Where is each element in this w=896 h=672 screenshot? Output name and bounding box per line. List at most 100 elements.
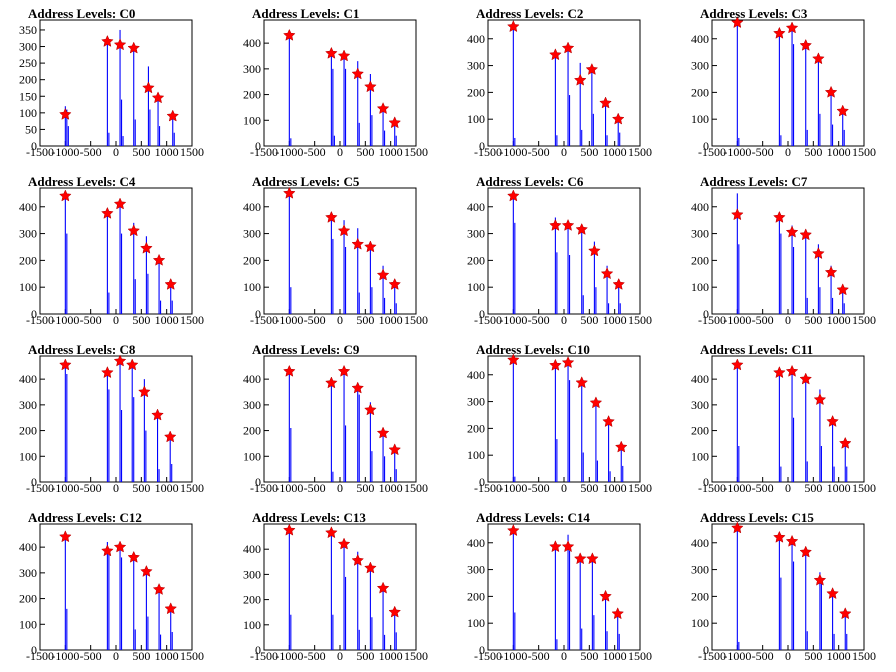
peak-star-marker xyxy=(151,408,164,421)
chart-panel-7: 0 100 200 300 400 -1500 -1000 -500 0 500 1000 1500 A… xyxy=(672,168,896,336)
peak-star-marker xyxy=(507,20,520,33)
plot-frame xyxy=(39,19,193,147)
peak-star-marker xyxy=(785,225,799,238)
y-tick-label: 300 xyxy=(691,227,709,241)
x-tick-label: -1500 xyxy=(474,481,502,495)
y-tick-label: 150 xyxy=(19,89,37,103)
x-tick-label: 1500 xyxy=(852,649,876,663)
peak-star-marker xyxy=(376,102,390,115)
peak-star-marker xyxy=(812,52,825,65)
peak-star-marker xyxy=(799,228,813,241)
y-tick-label: 400 xyxy=(243,542,261,556)
peak-star-marker xyxy=(388,277,402,290)
x-tick-label: 1000 xyxy=(379,313,403,327)
chart-plot-2: 0 100 200 300 400 -1500-1000 -500 0 500 1000 1500 xyxy=(467,19,652,159)
chart-panel-6: 0 100 200 300 400 -1500 -1000 -500 0 500 1000 1500 A… xyxy=(448,168,672,336)
peak-star-marker xyxy=(101,366,114,379)
y-tick-label: 200 xyxy=(467,85,485,99)
peak-star-marker xyxy=(337,537,351,550)
x-tick-label: -500 xyxy=(752,649,774,663)
x-tick-label: 0 xyxy=(337,649,343,663)
chart-panel-0: 0 50 100 150 200 250 300 350 -1500 -1000 -500 0 500 1… xyxy=(0,0,224,168)
x-tick-label: 500 xyxy=(804,145,822,159)
x-tick-label: 500 xyxy=(132,649,150,663)
y-tick-label: 100 xyxy=(243,618,261,632)
peak-star-marker xyxy=(785,364,799,377)
chart-panel-14: 0 100 200 300 400 -1500 -1000 -500 0 500 1000 1500 A… xyxy=(448,504,672,672)
y-tick-label: 200 xyxy=(19,424,37,438)
chart-plot-3: 0 100 200 300 400 -1500-1000 -500 0 500 1000 1500 xyxy=(691,16,876,159)
y-tick-label: 100 xyxy=(243,113,261,127)
x-tick-label: 500 xyxy=(356,145,374,159)
x-tick-label: 1000 xyxy=(603,481,627,495)
y-tick-label: 200 xyxy=(467,421,485,435)
peak-star-marker xyxy=(599,589,612,602)
x-tick-label: 0 xyxy=(561,145,567,159)
y-tick-label: 400 xyxy=(19,372,37,386)
peak-star-marker xyxy=(838,607,852,620)
y-tick-label: 400 xyxy=(243,36,261,50)
chart-plot-14: 0 100 200 300 400 -1500-1000 -500 0 500 1000 1500 xyxy=(467,523,652,663)
x-tick-label: -1000 xyxy=(51,649,79,663)
peak-star-marker xyxy=(773,26,786,39)
x-tick-label: 500 xyxy=(356,481,374,495)
chart-plot-4: 0 100 200 300 400 -1500-1000 -500 0 500 1000 1500 xyxy=(19,187,204,327)
peak-star-marker xyxy=(113,540,127,553)
x-tick-label: 0 xyxy=(785,145,791,159)
y-tick-label: 200 xyxy=(691,253,709,267)
x-tick-label: -1000 xyxy=(275,145,303,159)
peak-star-marker xyxy=(599,96,612,109)
peak-star-marker xyxy=(127,550,141,563)
peak-star-marker xyxy=(59,107,72,120)
peak-star-marker xyxy=(337,224,351,237)
y-tick-label: 400 xyxy=(691,32,709,46)
x-tick-label: -1000 xyxy=(499,313,527,327)
chart-panel-10: 0 100 200 300 400 -1500 -1000 -500 0 500 1000 1500 A… xyxy=(448,336,672,504)
y-tick-label: 100 xyxy=(19,617,37,631)
peak-star-marker xyxy=(507,524,520,537)
chart-plot-8: 0 100 200 300 400 -1500-1000 -500 0 500 1000 1500 xyxy=(19,354,204,495)
peak-star-marker xyxy=(59,189,72,202)
y-tick-label: 300 xyxy=(243,62,261,76)
x-tick-label: -1500 xyxy=(26,649,54,663)
chart-title: Address Levels: C7 xyxy=(700,174,808,189)
x-tick-label: -1500 xyxy=(250,481,278,495)
y-tick-label: 0 xyxy=(703,139,709,153)
plot-frame xyxy=(39,187,193,315)
y-tick-label: 0 xyxy=(479,475,485,489)
y-tick-label: 300 xyxy=(243,567,261,581)
x-tick-label: 500 xyxy=(804,481,822,495)
y-tick-label: 0 xyxy=(31,139,37,153)
chart-title: Address Levels: C14 xyxy=(476,510,590,525)
x-tick-label: -1500 xyxy=(26,481,54,495)
y-tick-label: 0 xyxy=(31,307,37,321)
peak-star-marker xyxy=(813,393,827,406)
chart-panel-13: 0 100 200 300 400 -1500 -1000 -500 0 500 1000 1500 A… xyxy=(224,504,448,672)
peak-star-marker xyxy=(507,189,520,202)
peak-star-marker xyxy=(611,607,624,620)
peak-star-marker xyxy=(325,46,338,59)
plot-frame xyxy=(39,523,193,651)
x-tick-label: -1500 xyxy=(698,481,726,495)
y-tick-label: 400 xyxy=(243,200,261,214)
chart-panel-15: 0 100 200 300 400 -1500 -1000 -500 0 500 1000 1500 A… xyxy=(672,504,896,672)
chart-panel-1: 0 100 200 300 400 -1500 -1000 -500 0 500 1000 1500 A… xyxy=(224,0,448,168)
peak-star-marker xyxy=(785,534,799,547)
x-tick-label: 500 xyxy=(804,313,822,327)
peak-star-marker xyxy=(101,544,114,557)
x-tick-label: -1500 xyxy=(250,649,278,663)
y-tick-label: 350 xyxy=(19,23,37,37)
x-tick-label: -500 xyxy=(528,145,550,159)
x-tick-label: -1000 xyxy=(499,145,527,159)
peak-star-marker xyxy=(164,277,178,290)
y-tick-label: 200 xyxy=(19,592,37,606)
peak-star-marker xyxy=(376,268,390,281)
chart-title: Address Levels: C0 xyxy=(28,6,136,21)
x-tick-label: 1500 xyxy=(180,145,204,159)
y-tick-label: 100 xyxy=(19,449,37,463)
peak-star-marker xyxy=(152,253,166,266)
y-tick-label: 100 xyxy=(243,449,261,463)
x-tick-label: -500 xyxy=(80,313,102,327)
y-tick-label: 400 xyxy=(691,536,709,550)
peak-star-marker xyxy=(138,385,151,398)
